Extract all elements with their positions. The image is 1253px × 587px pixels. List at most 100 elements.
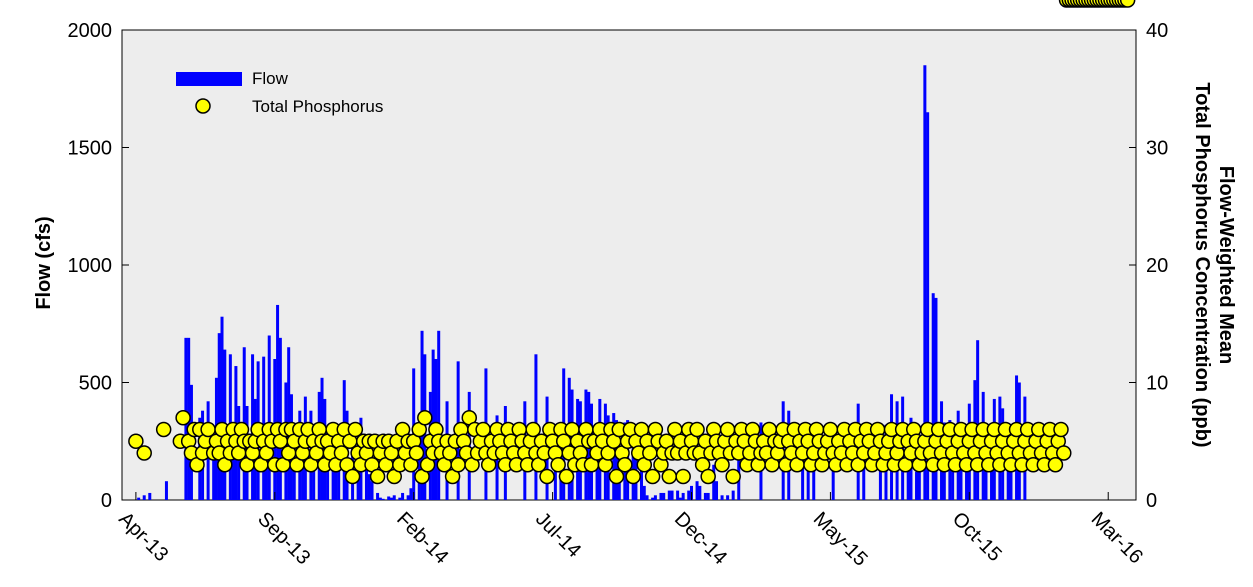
phosphorus-point: [347, 421, 364, 438]
flow-bar: [678, 497, 682, 500]
x-tick-label: Jul-14: [531, 508, 585, 562]
y-right-tick-label: 0: [1146, 490, 1157, 512]
flow-bar: [312, 457, 316, 500]
y-right-tick-label: 20: [1146, 255, 1168, 277]
y-left-tick-label: 1000: [68, 255, 113, 277]
phosphorus-point: [417, 410, 433, 426]
flow-bar: [376, 492, 380, 500]
x-tick-label: Mar-16: [1087, 508, 1147, 568]
flow-bar: [653, 495, 657, 500]
phosphorus-point: [714, 457, 730, 473]
legend: Flow Total Phosphorus: [176, 69, 383, 116]
legend-swatch-flow: [176, 72, 242, 86]
flow-bar: [398, 497, 402, 500]
flow-bar: [645, 495, 649, 500]
flow-bar: [631, 429, 635, 500]
phosphorus-point: [344, 468, 361, 485]
flow-bar: [659, 492, 663, 500]
flow-bar: [934, 297, 938, 500]
flow-bar: [387, 496, 391, 500]
phosphorus-point: [128, 433, 144, 449]
y-right-axis-title-line1: Flow-Weighted Mean: [1215, 166, 1237, 365]
flow-bar: [267, 335, 271, 500]
flow-bar: [417, 422, 421, 500]
phosphorus-point: [608, 468, 625, 485]
flow-bar: [364, 457, 368, 500]
phosphorus-point: [625, 468, 641, 485]
x-tick-label: May-15: [809, 508, 872, 571]
right-axis: 0 10 20 30 40: [1129, 20, 1168, 512]
legend-marker-phosphorus: [195, 98, 211, 114]
flow-bar: [670, 490, 674, 500]
phosphorus-point: [1053, 421, 1069, 438]
phosphorus-point: [525, 421, 541, 438]
phosphorus-point: [1047, 457, 1064, 473]
flow-bar: [292, 445, 296, 500]
y-left-axis-title: Flow (cfs): [33, 216, 55, 309]
phosphorus-point: [369, 468, 386, 485]
legend-label-phosphorus: Total Phosphorus: [252, 97, 383, 116]
flow-bar: [437, 330, 441, 500]
flow-bar: [984, 453, 988, 500]
flow-bar: [923, 65, 927, 500]
phosphorus-point: [136, 445, 152, 461]
phosphorus-point: [675, 468, 691, 485]
flow-bar: [706, 492, 710, 500]
flow-bar: [148, 492, 152, 500]
phosphorus-point: [155, 421, 172, 438]
flow-bar: [698, 485, 702, 500]
flow-bar: [676, 490, 680, 500]
y-left-tick-label: 1500: [68, 138, 113, 160]
flow-bar: [915, 471, 919, 500]
flow-bar: [720, 495, 724, 500]
y-right-axis-title-line2: Total Phosphorus Concentration (ppb): [1191, 82, 1213, 447]
flow-bar: [401, 492, 405, 500]
flow-bar: [651, 497, 655, 500]
phosphorus-point: [661, 468, 678, 485]
x-tick-label: Dec-14: [670, 508, 731, 569]
flow-bar: [389, 497, 393, 500]
flow-bar: [731, 490, 735, 500]
phosphorus-point: [550, 457, 566, 473]
x-tick-label: Oct-15: [948, 508, 1006, 566]
phosphorus-point: [408, 445, 425, 461]
phosphorus-points: [128, 0, 1136, 485]
flow-bar: [715, 481, 719, 500]
phosphorus-point: [700, 468, 716, 485]
flow-bar: [278, 337, 282, 500]
phosphorus-point: [1119, 0, 1136, 8]
flow-bar: [695, 481, 699, 500]
flow-bar: [409, 488, 413, 500]
x-axis: Apr-13 Sep-13 Feb-14 Jul-14 Dec-14 May-15 Oct-…: [114, 492, 1147, 571]
flow-bar: [931, 293, 935, 500]
flow-bar: [164, 481, 168, 500]
phosphorus-point: [1056, 445, 1072, 461]
flow-bar: [392, 495, 396, 500]
flow-bar: [681, 492, 685, 500]
flow-bar: [142, 495, 146, 500]
flow-bar: [703, 492, 707, 500]
y-right-tick-label: 30: [1146, 138, 1168, 160]
y-right-tick-label: 10: [1146, 373, 1168, 395]
flow-bar: [137, 497, 141, 500]
flow-bar: [726, 495, 730, 500]
flow-bar: [370, 481, 374, 500]
flow-bar: [662, 492, 666, 500]
flow-bar: [367, 474, 371, 500]
phosphorus-point: [558, 468, 575, 485]
y-right-tick-label: 40: [1146, 20, 1168, 42]
flow-bar: [220, 316, 224, 500]
phosphorus-point: [617, 457, 633, 473]
left-axis: 0 500 1000 1500 2000: [68, 20, 129, 512]
flow-bar: [712, 464, 716, 500]
x-tick-label: Feb-14: [392, 508, 452, 568]
flow-bar: [406, 495, 410, 500]
flow-bar: [614, 420, 618, 500]
flow-bar: [801, 445, 805, 500]
flow-bar: [642, 485, 646, 500]
x-tick-label: Apr-13: [114, 508, 172, 566]
y-left-tick-label: 0: [101, 490, 112, 512]
flow-bar: [926, 112, 930, 500]
y-left-tick-label: 2000: [68, 20, 113, 42]
